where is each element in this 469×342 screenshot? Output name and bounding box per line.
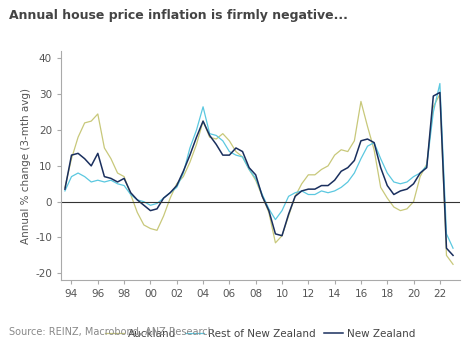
Auckland xyxy=(305,173,311,177)
New Zealand xyxy=(437,90,443,94)
Line: Rest of New Zealand: Rest of New Zealand xyxy=(65,83,453,248)
Auckland xyxy=(450,262,456,266)
Auckland xyxy=(128,193,134,197)
Legend: Auckland, Rest of New Zealand, New Zealand: Auckland, Rest of New Zealand, New Zeala… xyxy=(101,325,419,342)
New Zealand xyxy=(128,191,134,195)
Rest of New Zealand xyxy=(194,128,199,132)
Line: New Zealand: New Zealand xyxy=(65,92,453,255)
Auckland xyxy=(174,182,180,186)
Y-axis label: Annual % change (3-mth avg): Annual % change (3-mth avg) xyxy=(21,88,31,244)
Auckland xyxy=(187,160,193,165)
Line: Auckland: Auckland xyxy=(65,94,453,264)
Rest of New Zealand xyxy=(305,193,311,197)
Rest of New Zealand xyxy=(128,193,134,197)
New Zealand xyxy=(161,196,166,200)
New Zealand xyxy=(305,187,311,191)
Rest of New Zealand xyxy=(437,81,443,86)
New Zealand xyxy=(187,153,193,157)
Text: Annual house price inflation is firmly negative...: Annual house price inflation is firmly n… xyxy=(9,9,348,22)
Auckland xyxy=(62,185,68,189)
New Zealand xyxy=(62,187,68,191)
Rest of New Zealand xyxy=(450,246,456,250)
New Zealand xyxy=(194,135,199,139)
Auckland xyxy=(194,142,199,146)
New Zealand xyxy=(174,184,180,188)
New Zealand xyxy=(450,253,456,258)
Text: Source: REINZ, Macrobond, ANZ Research: Source: REINZ, Macrobond, ANZ Research xyxy=(9,327,214,337)
Rest of New Zealand xyxy=(187,146,193,150)
Rest of New Zealand xyxy=(174,185,180,189)
Rest of New Zealand xyxy=(62,189,68,193)
Auckland xyxy=(437,92,443,96)
Auckland xyxy=(161,214,166,218)
Rest of New Zealand xyxy=(161,196,166,200)
